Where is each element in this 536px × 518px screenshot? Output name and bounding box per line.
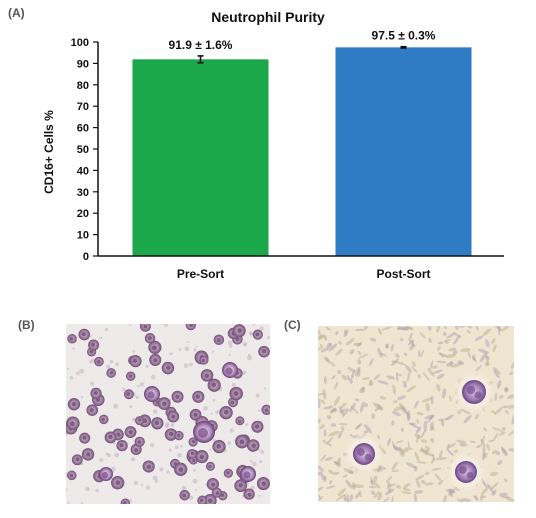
panel-label-c: (C) bbox=[284, 318, 301, 332]
y-tick-label: 90 bbox=[77, 58, 89, 70]
y-tick-label: 30 bbox=[77, 187, 89, 199]
y-tick-label: 60 bbox=[77, 123, 89, 135]
y-tick-label: 20 bbox=[77, 208, 89, 220]
x-tick-label: Post-Sort bbox=[377, 267, 431, 281]
bar-pre-sort bbox=[132, 59, 269, 256]
bar-chart: Neutrophil Purity CD16+ Cells % 0 10 20 30 4… bbox=[42, 9, 504, 281]
panel-label-a: (A) bbox=[8, 6, 25, 20]
y-tick-label: 100 bbox=[71, 37, 89, 49]
y-tick-label: 80 bbox=[77, 80, 89, 92]
y-tick-label: 50 bbox=[77, 144, 89, 156]
y-tick-label: 0 bbox=[83, 251, 89, 263]
y-tick-label: 10 bbox=[77, 230, 89, 242]
chart-title: Neutrophil Purity bbox=[211, 9, 325, 25]
data-label: 91.9 ± 1.6% bbox=[169, 38, 233, 52]
panel-label-b: (B) bbox=[18, 318, 35, 332]
data-label: 97.5 ± 0.3% bbox=[372, 29, 436, 43]
y-axis-label: CD16+ Cells % bbox=[42, 110, 56, 194]
x-tick-label: Pre-Sort bbox=[177, 267, 224, 281]
y-tick-label: 70 bbox=[77, 101, 89, 113]
y-tick-label: 40 bbox=[77, 165, 89, 177]
micrograph-pre-sort-cells bbox=[66, 324, 270, 504]
bar-post-sort bbox=[335, 47, 472, 256]
micrograph-post-sort-cells bbox=[318, 326, 514, 502]
